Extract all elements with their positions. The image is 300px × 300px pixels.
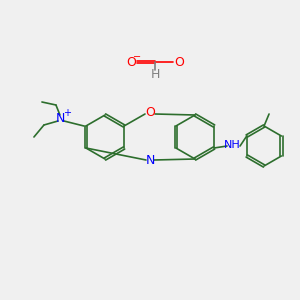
Text: −: −	[133, 52, 141, 62]
Text: H: H	[150, 68, 160, 80]
Text: O: O	[145, 106, 155, 119]
Text: +: +	[63, 108, 71, 118]
Text: N: N	[145, 154, 155, 167]
Text: N: N	[55, 112, 64, 125]
Text: O: O	[126, 56, 136, 68]
Text: NH: NH	[224, 140, 240, 150]
Text: O: O	[174, 56, 184, 68]
